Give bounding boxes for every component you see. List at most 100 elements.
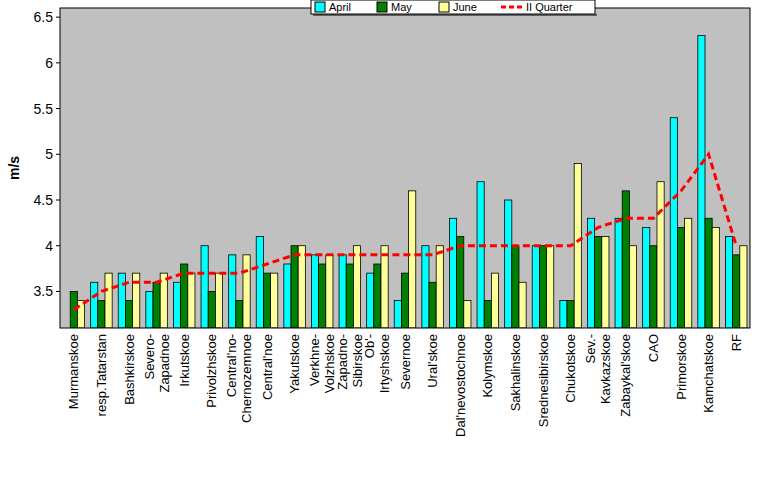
bar (698, 35, 705, 328)
x-tick-label-line: Yakutskoe (287, 334, 302, 394)
bar (449, 218, 456, 328)
x-tick-label: Yakutskoe (287, 334, 302, 394)
bar (326, 255, 333, 328)
bar (77, 301, 84, 328)
x-tick-label-line: Ob'- (362, 334, 377, 358)
x-tick-label-line: Srednesibirskoe (536, 334, 551, 427)
bar (532, 246, 539, 328)
x-tick-label-line: Dal'nevostochnoe (453, 334, 468, 437)
bar (98, 301, 105, 328)
bar (229, 255, 236, 328)
x-tick-label-line: Sakhalinskoe (508, 334, 523, 411)
bar (339, 255, 346, 328)
legend: AprilMayJuneII Quarter (311, 0, 597, 15)
x-tick-label-line: Murmanskoe (66, 334, 81, 409)
bar (595, 237, 602, 328)
bar (284, 264, 291, 328)
bar (547, 246, 554, 328)
bar (422, 246, 429, 328)
x-tick-label: Ob'-Irtyshskoe (362, 334, 392, 393)
bar (670, 118, 677, 328)
bar (319, 264, 326, 328)
bar (512, 246, 519, 328)
bar (740, 246, 747, 328)
x-tick-label-line: Irtyshskoe (377, 334, 392, 393)
x-tick-label-line: Privolzhskoe (204, 334, 219, 408)
bar (201, 246, 208, 328)
x-tick-label-line: Kolymskoe (480, 334, 495, 398)
bar (725, 237, 732, 328)
x-tick-label: Ural'skoe (425, 334, 440, 388)
bar (464, 301, 471, 328)
x-tick-label: Central'noe (260, 334, 275, 400)
tick (56, 291, 60, 292)
bar (394, 301, 401, 328)
x-tick-label: Verkhne-Volzhskoe (307, 334, 337, 393)
bar (298, 246, 305, 328)
bar (243, 255, 250, 328)
legend-box (311, 0, 595, 14)
y-tick-label: 4 (45, 238, 53, 254)
x-tick-label-line: Central'no- (224, 334, 239, 397)
bar (519, 282, 526, 328)
bar (567, 301, 574, 328)
bar (429, 282, 436, 328)
bar (409, 191, 416, 328)
y-tick-label: 5 (45, 146, 53, 162)
x-tick-label: Srednesibirskoe (536, 334, 551, 427)
legend-swatch (439, 2, 449, 12)
bar (491, 273, 498, 328)
bar (125, 301, 132, 328)
x-tick-label: Bashkirskoe (122, 334, 137, 405)
x-tick-label-line: RF (729, 334, 744, 351)
x-tick-label-line: Zabaykal'skoe (618, 334, 633, 417)
x-tick-label: Kamchatskoe (701, 334, 716, 413)
y-tick-label: 4.5 (34, 192, 54, 208)
bar (602, 237, 609, 328)
bar (401, 273, 408, 328)
line (74, 154, 736, 309)
x-tick-label-line: Zapadnoe (157, 334, 172, 393)
x-tick-label-line: resp.Tatarstan (94, 334, 109, 416)
bar (367, 273, 374, 328)
bar (311, 255, 318, 328)
x-tick-label: Severnoe (398, 334, 413, 390)
x-tick-label: RF (729, 334, 744, 351)
x-tick-label: CAO (646, 334, 661, 362)
x-tick-label: Zabaykal'skoe (618, 334, 633, 417)
bar (539, 246, 546, 328)
bar (271, 273, 278, 328)
bar (91, 282, 98, 328)
x-tick-label: Kolymskoe (480, 334, 495, 398)
x-tick-label-line: Primorskoe (674, 334, 689, 400)
x-tick-label-line: Severnoe (398, 334, 413, 390)
bar (650, 246, 657, 328)
tick (56, 62, 60, 63)
y-tick-label: 6 (45, 55, 53, 71)
bar (457, 237, 464, 328)
x-tick-label-line: Sev.- (583, 334, 598, 363)
bar (574, 163, 581, 328)
x-tick-label: Chukotskoe (563, 334, 578, 403)
tick (56, 245, 60, 246)
bar (291, 246, 298, 328)
bar (188, 273, 195, 328)
bar (353, 246, 360, 328)
x-tick-label-line: Chernozemnoe (239, 334, 254, 423)
x-tick-label-line: Kavkazskoe (598, 334, 613, 404)
bar (436, 246, 443, 328)
chart: 3.544.555.566.5m/sMurmanskoeresp.Tatarst… (0, 0, 777, 479)
bar (560, 301, 567, 328)
bar (256, 237, 263, 328)
x-tick-label-line: Zapadno- (335, 334, 350, 390)
bar (105, 273, 112, 328)
x-tick-label: Central'no-Chernozemnoe (224, 334, 254, 423)
x-tick-label: Zapadno-Sibirskoe (335, 334, 365, 390)
bar (643, 227, 650, 328)
bar (263, 273, 270, 328)
x-tick-label: Sakhalinskoe (508, 334, 523, 411)
tick (56, 200, 60, 201)
bar (381, 246, 388, 328)
bar (118, 273, 125, 328)
legend-swatch (315, 2, 325, 12)
